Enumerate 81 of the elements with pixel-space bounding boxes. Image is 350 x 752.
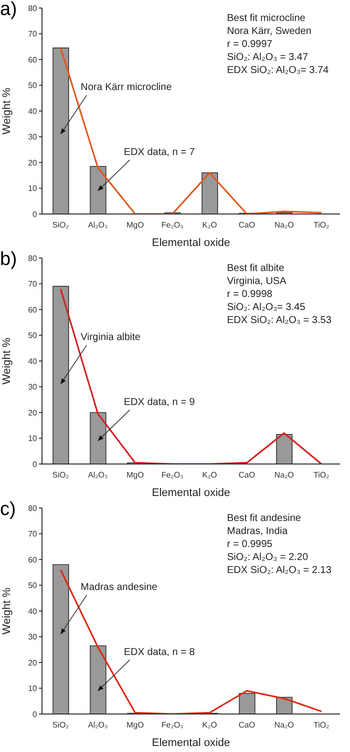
x-tick-label: MgO <box>126 720 144 730</box>
annotation: Best fit microcline <box>227 12 306 25</box>
y-tick-label: 50 <box>28 81 38 90</box>
annotation: EDX SiO₂: Al₂O₃ = 3.53 <box>227 314 332 327</box>
y-axis-title: Weight % <box>0 337 13 384</box>
x-tick-label: Fe₂O₃ <box>161 220 184 230</box>
y-tick-label: 0 <box>32 710 38 719</box>
y-tick-label: 40 <box>28 106 38 116</box>
x-tick-label: Na₂O <box>274 220 294 230</box>
annotation: r = 0.9998 <box>227 288 274 301</box>
x-tick-label: Al₂O₃ <box>88 220 108 230</box>
x-tick-label: TiO₂ <box>314 220 330 230</box>
y-tick-label: 0 <box>32 460 38 469</box>
y-tick-label: 10 <box>28 184 38 194</box>
annotation: Best fit albite <box>227 262 286 275</box>
y-tick-label: 30 <box>28 132 38 142</box>
y-tick-label: 50 <box>28 331 38 340</box>
x-tick-label: SiO₂ <box>52 720 69 730</box>
chart-title: c) <box>0 499 16 520</box>
x-tick-label: K₂O <box>202 220 217 230</box>
y-tick-label: 60 <box>28 305 38 314</box>
y-tick-label: 10 <box>28 684 38 694</box>
y-tick-label: 10 <box>28 434 38 444</box>
annotation: SiO₂: Al₂O₃ = 2.20 <box>227 551 310 564</box>
annotation: Virginia, USA <box>227 275 288 288</box>
x-tick-label: Fe₂O₃ <box>161 470 184 480</box>
x-tick-label: K₂O <box>202 720 217 730</box>
y-tick-label: 60 <box>28 555 38 564</box>
x-axis-title: Elemental oxide <box>152 237 230 249</box>
x-tick-label: Na₂O <box>274 720 294 730</box>
x-tick-label: CaO <box>238 220 256 230</box>
y-tick-label: 20 <box>28 158 38 168</box>
chart-title: a) <box>0 0 17 20</box>
y-tick-label: 30 <box>28 632 38 642</box>
y-tick-label: 20 <box>28 658 38 668</box>
x-axis-title: Elemental oxide <box>152 737 230 749</box>
y-tick-label: 70 <box>28 530 38 539</box>
x-tick-label: MgO <box>126 220 144 230</box>
x-tick-label: TiO₂ <box>314 720 330 730</box>
y-tick-label: 80 <box>28 254 38 263</box>
y-tick-label: 70 <box>28 30 38 39</box>
annotation: EDX SiO₂: Al₂O₃= 3.74 <box>227 64 329 77</box>
annotation: r = 0.9997 <box>227 38 274 51</box>
x-tick-label: MgO <box>126 470 144 480</box>
x-tick-label: Na₂O <box>274 470 294 480</box>
annotation: Madras andesine <box>80 582 158 594</box>
annotation: SiO₂: Al₂O₃= 3.45 <box>227 301 306 314</box>
annotation: r = 0.9995 <box>227 538 274 551</box>
y-tick-label: 30 <box>28 382 38 392</box>
annotation: EDX data, n = 7 <box>124 146 196 158</box>
y-tick-label: 80 <box>28 4 38 13</box>
x-tick-label: Al₂O₃ <box>88 720 108 730</box>
annotation: EDX data, n = 9 <box>124 396 196 408</box>
y-axis-title: Weight % <box>0 87 13 134</box>
x-tick-label: SiO₂ <box>52 470 69 480</box>
x-tick-label: TiO₂ <box>314 470 330 480</box>
x-tick-label: CaO <box>238 470 256 480</box>
x-tick-label: SiO₂ <box>52 220 69 230</box>
y-tick-label: 20 <box>28 408 38 418</box>
y-tick-label: 50 <box>28 581 38 590</box>
annotation: EDX SiO₂: Al₂O₃ = 2.13 <box>227 564 332 577</box>
y-axis-title: Weight % <box>0 587 13 634</box>
x-tick-label: Al₂O₃ <box>88 470 108 480</box>
x-tick-label: Fe₂O₃ <box>161 720 184 730</box>
chart-title: b) <box>0 249 17 270</box>
annotation: Madras, India <box>227 525 289 538</box>
annotation: EDX data, n = 8 <box>124 646 196 658</box>
x-axis-title: Elemental oxide <box>152 487 230 499</box>
x-tick-label: K₂O <box>202 470 217 480</box>
x-tick-label: CaO <box>238 720 256 730</box>
y-tick-label: 40 <box>28 606 38 616</box>
y-tick-label: 60 <box>28 55 38 64</box>
y-tick-label: 70 <box>28 280 38 289</box>
y-tick-label: 0 <box>32 210 38 219</box>
annotation: Virginia albite <box>80 332 141 344</box>
annotation: SiO₂: Al₂O₃ = 3.47 <box>227 51 310 64</box>
y-tick-label: 80 <box>28 504 38 513</box>
annotation: Nora Kärr, Sweden <box>227 25 312 38</box>
y-tick-label: 40 <box>28 356 38 366</box>
annotation: Best fit andesine <box>227 512 302 525</box>
annotation: Nora Kärr microcline <box>80 82 172 94</box>
